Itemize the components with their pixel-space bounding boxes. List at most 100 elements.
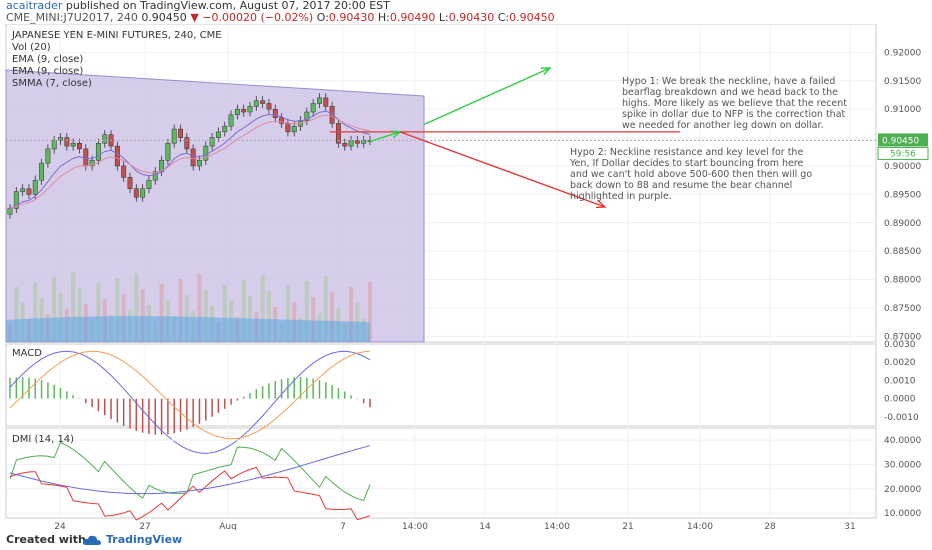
ema-line [9,110,371,209]
candle-body [95,143,101,161]
y-tick-label: 0.87000 [884,332,921,342]
x-tick-label: Aug [219,522,237,530]
candle-body [329,106,335,124]
dmi-plus-line [9,441,371,502]
chart-canvas[interactable]: 24 27 Aug 7 14:00 14 14:00 21 14:00 28 31 0.92000 0.… [0,24,932,530]
candle-body [58,137,63,141]
legend-item-ema1[interactable]: EMA (9, close) [12,54,84,65]
macd-y-tick: 0.0030 [884,340,916,350]
candle-body [228,114,234,127]
candle-body [342,143,348,147]
candle-body [32,179,38,195]
x-tick-label: 27 [139,522,150,530]
arrow-down [399,131,606,208]
candle-body [152,171,158,181]
arrow-up-short [369,131,401,143]
tradingview-logo[interactable]: TradingView [82,530,182,550]
signal-line [9,350,371,440]
volume-bar [203,290,208,342]
volume-bar [368,282,372,342]
x-tick-label: 31 [844,522,855,530]
candle-body [266,103,272,110]
candle-body [64,137,70,147]
x-tick-label: 14:00 [544,522,570,530]
candle-body [39,162,45,181]
author-link[interactable]: acaitrader [6,0,63,12]
volume-bar [260,275,265,342]
dmi-y-tick: 10.0000 [884,509,921,519]
candle-body [171,128,177,144]
volume-bar [349,287,354,342]
low-value: 0.90430 [448,11,495,24]
candle-body [354,140,360,144]
smma-line [9,114,371,210]
x-tick-label: 7 [340,522,346,530]
countdown-badge-text: 59:56 [890,149,916,159]
volume-bar [71,272,76,342]
low-label: L: [438,11,449,24]
candle-body [26,188,32,195]
candle-body [114,145,120,167]
chart-header: acaitrader published on TradingView.com,… [6,0,926,24]
macd-y-tick: 0.0000 [884,395,916,405]
candle-body [291,125,297,133]
open-label: O: [316,11,329,24]
candle-body [20,188,26,192]
candle-body [234,108,240,116]
candle-body [13,191,19,209]
candle-body [102,134,108,144]
y-tick-label: 0.90000 [884,162,921,172]
x-tick-label: 14:00 [402,522,428,530]
x-tick-label: 14:00 [687,522,713,530]
close-label: C: [497,11,510,24]
volume-bar [178,279,183,342]
volume-bar [33,282,38,342]
candle-body [51,140,57,150]
y-tick-label: 0.91000 [884,105,921,115]
macd-y-tick: -0.0010 [884,413,919,423]
legend-item-smma[interactable]: SMMA (7, close) [12,78,92,89]
candle-body [121,165,127,178]
adx-line [9,445,371,495]
price-change: −0.00020 (−0.02%) [202,11,314,24]
created-with-label: Created with [6,533,86,546]
candle-body [335,123,341,144]
candle-body [89,160,95,167]
arrow-up-short-head [390,130,402,139]
candle-body [215,131,221,138]
publish-line: acaitrader published on TradingView.com,… [6,0,390,12]
volume-bar [52,277,57,342]
annotation-hypo1: Hypo 1: We break the neckline, have a fa… [622,76,848,131]
volume-bar [77,288,82,342]
candle-body [348,140,354,147]
candle-body [241,108,247,113]
last-price-badge-text: 0.90450 [882,136,919,146]
dmi-y-tick: 40.0000 [884,436,921,446]
volume-bar [197,274,202,342]
down-arrow-icon: ▼ [190,11,199,24]
y-tick-label: 0.88500 [884,247,921,257]
annotation-hypo2: Hypo 2: Neckline resistance and key leve… [570,147,813,202]
arrow-up [423,67,551,126]
volume-bar [330,292,335,342]
publish-info: published on TradingView.com, August 07,… [62,0,390,12]
candle-body [70,143,76,147]
high-value: 0.90490 [389,11,436,24]
legend-item-vol[interactable]: Vol (20) [12,42,51,53]
ohlc-line: CME_MINI:J7U2017, 240 0.90450 ▼ −0.00020… [6,12,555,24]
open-value: 0.90430 [328,11,375,24]
y-tick-label: 0.88000 [884,276,921,286]
candle-body [317,97,322,104]
candle-body [272,108,278,118]
dmi-y-tick: 20.0000 [884,485,921,495]
candle-body [310,103,316,113]
brand-name: TradingView [106,533,183,546]
high-label: H: [377,11,390,24]
dmi-y-tick: 30.0000 [884,460,921,470]
candle-body [45,148,51,164]
cloud-icon [82,535,101,545]
candle-body [253,100,259,107]
legend-item-ema2[interactable]: EMA (9, close) [12,66,84,77]
candle-body [190,148,196,167]
candle-body [279,117,285,124]
